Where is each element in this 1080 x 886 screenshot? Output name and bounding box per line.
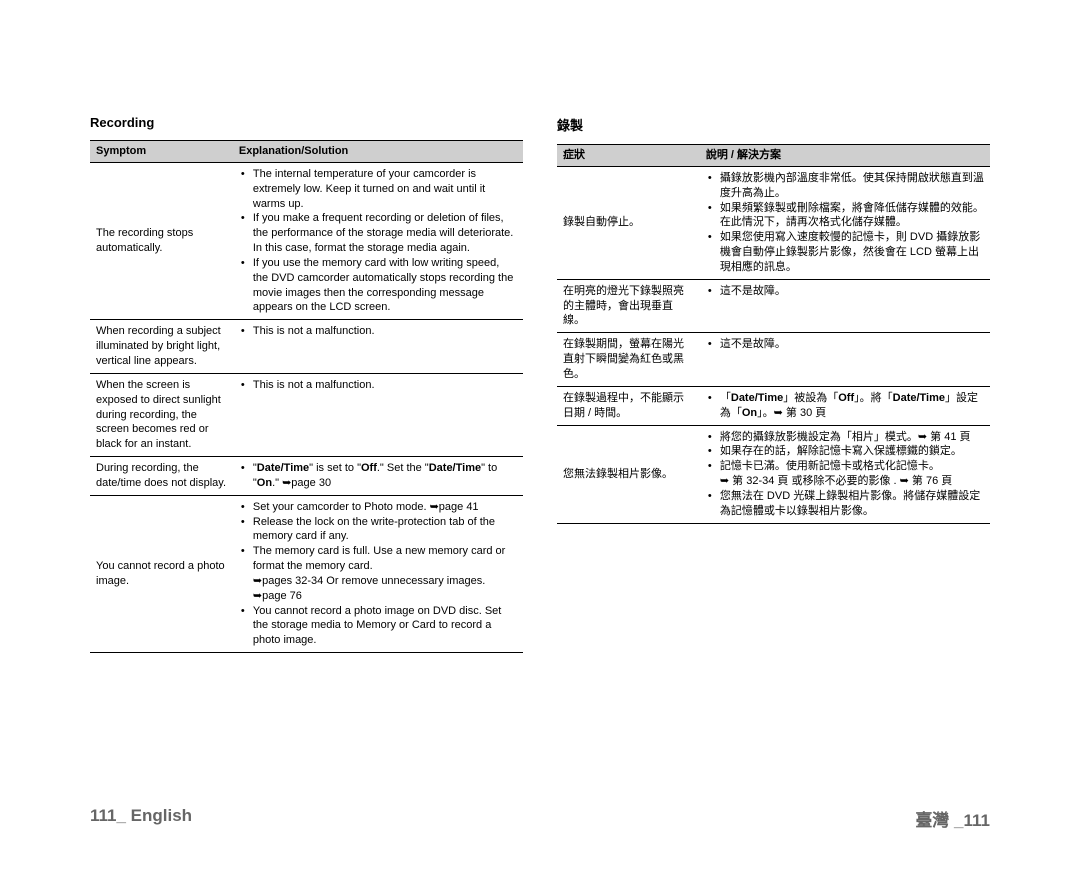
table-row: When recording a subject illuminated by … bbox=[90, 320, 523, 374]
troubleshoot-table-zh: 症狀 說明 / 解決方案 錄製自動停止。攝錄放影機內部溫度非常低。使其保持開啟狀… bbox=[557, 144, 990, 524]
list-item: 這不是故障。 bbox=[706, 284, 984, 299]
bullet-list: Set your camcorder to Photo mode. ➥page … bbox=[239, 500, 517, 648]
table-row: 錄製自動停止。攝錄放影機內部溫度非常低。使其保持開啟狀態直到溫度升高為止。如果頻… bbox=[557, 166, 990, 279]
solution-cell: Set your camcorder to Photo mode. ➥page … bbox=[233, 495, 523, 652]
page-number-left: 111_ bbox=[90, 806, 126, 825]
solution-cell: The internal temperature of your camcord… bbox=[233, 162, 523, 319]
list-item: This is not a malfunction. bbox=[239, 324, 517, 339]
symptom-cell: 在錄製期間，螢幕在陽光直射下瞬間變為紅色或黑色。 bbox=[557, 333, 700, 387]
header-solution-zh: 說明 / 解決方案 bbox=[700, 145, 990, 167]
bullet-list: The internal temperature of your camcord… bbox=[239, 167, 517, 315]
list-item: 這不是故障。 bbox=[706, 337, 984, 352]
section-title-right: 錄製 bbox=[557, 115, 990, 134]
symptom-cell: 錄製自動停止。 bbox=[557, 166, 700, 279]
symptom-cell: 在錄製過程中，不能顯示日期 / 時間。 bbox=[557, 386, 700, 425]
list-item: 如果頻繁錄製或刪除檔案，將會降低儲存媒體的效能。在此情況下，請再次格式化儲存媒體… bbox=[706, 201, 984, 231]
troubleshoot-table-en: Symptom Explanation/Solution The recordi… bbox=[90, 140, 523, 653]
footer-left-label: English bbox=[126, 806, 192, 825]
bullet-list: This is not a malfunction. bbox=[239, 378, 517, 393]
solution-cell: 這不是故障。 bbox=[700, 279, 990, 333]
section-title-left: Recording bbox=[90, 115, 523, 130]
footer-left: 111_ English bbox=[90, 806, 192, 831]
header-solution-en: Explanation/Solution bbox=[233, 141, 523, 163]
list-item: 您無法在 DVD 光碟上錄製相片影像。將儲存媒體設定為記憶體或卡以錄製相片影像。 bbox=[706, 489, 984, 519]
symptom-cell: 在明亮的燈光下錄製照亮的主體時，會出現垂直線。 bbox=[557, 279, 700, 333]
list-item: If you make a frequent recording or dele… bbox=[239, 211, 517, 256]
bullet-list: 「Date/Time」被設為「Off」。將「Date/Time」設定為「On」。… bbox=[706, 391, 984, 421]
symptom-cell: 您無法錄製相片影像。 bbox=[557, 425, 700, 523]
header-symptom-en: Symptom bbox=[90, 141, 233, 163]
table-row: During recording, the date/time does not… bbox=[90, 457, 523, 496]
table-row: You cannot record a photo image. Set your… bbox=[90, 495, 523, 652]
symptom-cell: When recording a subject illuminated by … bbox=[90, 320, 233, 374]
solution-cell: 將您的攝錄放影機設定為「相片」模式。➥ 第 41 頁如果存在的話，解除記憶卡寫入… bbox=[700, 425, 990, 523]
list-item: 如果存在的話，解除記憶卡寫入保護標鐵的鎖定。 bbox=[706, 444, 984, 459]
solution-cell: "Date/Time" is set to "Off." Set the "Da… bbox=[233, 457, 523, 496]
list-item: If you use the memory card with low writ… bbox=[239, 256, 517, 315]
list-item: "Date/Time" is set to "Off." Set the "Da… bbox=[239, 461, 517, 491]
page-number-right: 111 bbox=[964, 811, 991, 830]
list-item: Release the lock on the write-protection… bbox=[239, 515, 517, 545]
table-row: 在錄製過程中，不能顯示日期 / 時間。「Date/Time」被設為「Off」。將… bbox=[557, 386, 990, 425]
bullet-list: 這不是故障。 bbox=[706, 284, 984, 299]
table-row: The recording stops automatically.The in… bbox=[90, 162, 523, 319]
list-item: 記憶卡已滿。使用新記憶卡或格式化記憶卡。➥ 第 32-34 頁 或移除不必要的影… bbox=[706, 459, 984, 489]
table-body-zh: 錄製自動停止。攝錄放影機內部溫度非常低。使其保持開啟狀態直到溫度升高為止。如果頻… bbox=[557, 166, 990, 523]
list-item: 將您的攝錄放影機設定為「相片」模式。➥ 第 41 頁 bbox=[706, 430, 984, 445]
table-row: 在明亮的燈光下錄製照亮的主體時，會出現垂直線。這不是故障。 bbox=[557, 279, 990, 333]
table-body-en: The recording stops automatically.The in… bbox=[90, 162, 523, 652]
bullet-list: This is not a malfunction. bbox=[239, 324, 517, 339]
list-item: The internal temperature of your camcord… bbox=[239, 167, 517, 212]
list-item: The memory card is full. Use a new memor… bbox=[239, 544, 517, 603]
list-item: You cannot record a photo image on DVD d… bbox=[239, 604, 517, 649]
solution-cell: 這不是故障。 bbox=[700, 333, 990, 387]
symptom-cell: When the screen is exposed to direct sun… bbox=[90, 373, 233, 456]
footer-right: 臺灣 _111 bbox=[915, 806, 990, 831]
two-columns: Recording Symptom Explanation/Solution T… bbox=[90, 115, 990, 653]
page-content: Recording Symptom Explanation/Solution T… bbox=[90, 115, 990, 653]
solution-cell: This is not a malfunction. bbox=[233, 373, 523, 456]
list-item: 攝錄放影機內部溫度非常低。使其保持開啟狀態直到溫度升高為止。 bbox=[706, 171, 984, 201]
header-symptom-zh: 症狀 bbox=[557, 145, 700, 167]
symptom-cell: The recording stops automatically. bbox=[90, 162, 233, 319]
table-row: 在錄製期間，螢幕在陽光直射下瞬間變為紅色或黑色。這不是故障。 bbox=[557, 333, 990, 387]
solution-cell: 「Date/Time」被設為「Off」。將「Date/Time」設定為「On」。… bbox=[700, 386, 990, 425]
bullet-list: 攝錄放影機內部溫度非常低。使其保持開啟狀態直到溫度升高為止。如果頻繁錄製或刪除檔… bbox=[706, 171, 984, 275]
right-column: 錄製 症狀 說明 / 解決方案 錄製自動停止。攝錄放影機內部溫度非常低。使其保持… bbox=[557, 115, 990, 653]
bullet-list: 這不是故障。 bbox=[706, 337, 984, 352]
list-item: 「Date/Time」被設為「Off」。將「Date/Time」設定為「On」。… bbox=[706, 391, 984, 421]
solution-cell: This is not a malfunction. bbox=[233, 320, 523, 374]
symptom-cell: You cannot record a photo image. bbox=[90, 495, 233, 652]
solution-cell: 攝錄放影機內部溫度非常低。使其保持開啟狀態直到溫度升高為止。如果頻繁錄製或刪除檔… bbox=[700, 166, 990, 279]
list-item: This is not a malfunction. bbox=[239, 378, 517, 393]
table-row: When the screen is exposed to direct sun… bbox=[90, 373, 523, 456]
list-item: Set your camcorder to Photo mode. ➥page … bbox=[239, 500, 517, 515]
bullet-list: 將您的攝錄放影機設定為「相片」模式。➥ 第 41 頁如果存在的話，解除記憶卡寫入… bbox=[706, 430, 984, 519]
list-item: 如果您使用寫入速度較慢的記憶卡，則 DVD 攝錄放影機會自動停止錄製影片影像，然… bbox=[706, 230, 984, 275]
table-row: 您無法錄製相片影像。將您的攝錄放影機設定為「相片」模式。➥ 第 41 頁如果存在… bbox=[557, 425, 990, 523]
bullet-list: "Date/Time" is set to "Off." Set the "Da… bbox=[239, 461, 517, 491]
symptom-cell: During recording, the date/time does not… bbox=[90, 457, 233, 496]
page-footer: 111_ English 臺灣 _111 bbox=[90, 806, 990, 831]
footer-right-label: 臺灣 _ bbox=[915, 811, 963, 830]
left-column: Recording Symptom Explanation/Solution T… bbox=[90, 115, 523, 653]
